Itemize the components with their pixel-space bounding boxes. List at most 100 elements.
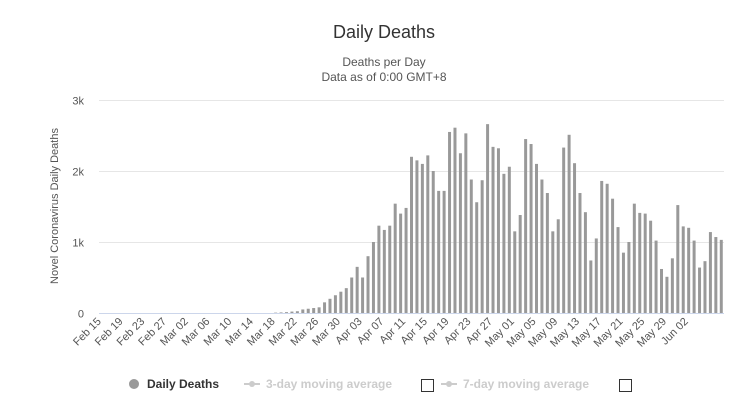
y-tick-label: 1k (72, 238, 84, 250)
checkbox-3-day-moving-average[interactable] (421, 379, 434, 392)
bar[interactable] (698, 267, 702, 313)
bar[interactable] (393, 203, 397, 313)
bar[interactable] (410, 156, 413, 313)
bar[interactable] (415, 160, 419, 313)
bar[interactable] (306, 308, 310, 313)
bar[interactable] (518, 215, 522, 313)
bar[interactable] (660, 268, 663, 313)
bar[interactable] (420, 163, 424, 313)
bar[interactable] (290, 311, 294, 313)
bar[interactable] (621, 252, 625, 313)
legend-label-3-day-moving-average: 3-day moving average (266, 377, 393, 391)
bar[interactable] (616, 227, 620, 313)
bar[interactable] (355, 266, 359, 313)
bar[interactable] (399, 213, 403, 313)
bar[interactable] (371, 242, 375, 313)
legend-dot-icon (129, 379, 139, 389)
bar[interactable] (344, 288, 348, 313)
legend-line-marker-icon (441, 379, 457, 389)
bar[interactable] (670, 258, 674, 313)
bar[interactable] (404, 207, 408, 313)
checkbox-7-day-moving-average[interactable] (619, 379, 632, 392)
bar[interactable] (328, 298, 332, 313)
bar[interactable] (692, 240, 696, 313)
bar[interactable] (469, 179, 473, 313)
bar[interactable] (301, 309, 305, 313)
bar[interactable] (442, 190, 446, 313)
bar[interactable] (605, 183, 609, 313)
bar[interactable] (535, 163, 538, 313)
bar[interactable] (665, 276, 669, 313)
bar[interactable] (312, 308, 316, 313)
bar[interactable] (361, 277, 365, 314)
bar[interactable] (448, 131, 452, 313)
bar[interactable] (545, 193, 549, 313)
bar[interactable] (589, 260, 593, 313)
bar[interactable] (632, 203, 636, 313)
bar[interactable] (513, 231, 517, 313)
legend-item-daily-deaths[interactable]: Daily Deaths (129, 374, 219, 394)
bar[interactable] (333, 295, 337, 313)
bar[interactable] (317, 307, 321, 313)
y-tick-label: 2k (72, 167, 84, 179)
bar[interactable] (714, 237, 718, 313)
bar[interactable] (458, 153, 462, 313)
bar[interactable] (453, 127, 457, 313)
legend-item-3-day-moving-average[interactable]: 3-day moving average (244, 374, 392, 394)
bar[interactable] (524, 139, 528, 313)
bar[interactable] (578, 193, 582, 313)
bar[interactable] (426, 155, 430, 313)
bar[interactable] (681, 226, 685, 313)
bar[interactable] (654, 240, 658, 313)
bar[interactable] (480, 180, 484, 313)
bar[interactable] (437, 190, 441, 313)
bar[interactable] (540, 179, 544, 313)
bar[interactable] (719, 239, 723, 313)
bar[interactable] (643, 213, 647, 313)
bar[interactable] (388, 225, 392, 313)
legend-label-7-day-moving-average: 7-day moving average (463, 377, 590, 391)
y-tick-label: 0 (78, 309, 84, 321)
bar[interactable] (703, 261, 707, 313)
bar[interactable] (279, 312, 283, 313)
bar[interactable] (502, 173, 506, 313)
bar[interactable] (431, 171, 435, 313)
chart-title: Daily Deaths (333, 22, 435, 42)
bar[interactable] (285, 312, 288, 313)
bar[interactable] (676, 205, 680, 313)
bar[interactable] (339, 291, 343, 313)
bar[interactable] (687, 227, 691, 313)
bar[interactable] (649, 220, 653, 313)
bar[interactable] (583, 212, 587, 313)
bar[interactable] (562, 147, 566, 313)
bar[interactable] (556, 219, 560, 313)
bar[interactable] (496, 148, 500, 313)
bar[interactable] (594, 238, 598, 313)
bar[interactable] (475, 202, 479, 313)
bar[interactable] (627, 242, 631, 313)
bar[interactable] (529, 144, 533, 313)
chart-subtitle-deaths-per-day: Deaths per Day (342, 55, 425, 69)
bar[interactable] (708, 232, 712, 313)
bar[interactable] (377, 225, 381, 313)
bar[interactable] (464, 133, 468, 313)
bar[interactable] (638, 212, 642, 313)
legend: Daily Deaths 3-day moving average 7-day … (0, 374, 750, 396)
bar[interactable] (491, 146, 495, 313)
bar[interactable] (573, 163, 577, 313)
bar[interactable] (366, 256, 370, 313)
legend-item-7-day-moving-average[interactable]: 7-day moving average (441, 374, 589, 394)
bar-series-daily-deaths (274, 124, 723, 313)
bar[interactable] (600, 180, 604, 313)
bar[interactable] (350, 277, 354, 314)
bar[interactable] (551, 231, 555, 313)
bar[interactable] (611, 198, 615, 313)
bar[interactable] (567, 134, 571, 313)
bar[interactable] (486, 124, 490, 313)
bar[interactable] (323, 302, 327, 313)
bar[interactable] (382, 229, 386, 313)
bar[interactable] (507, 166, 511, 313)
bar[interactable] (295, 311, 299, 313)
